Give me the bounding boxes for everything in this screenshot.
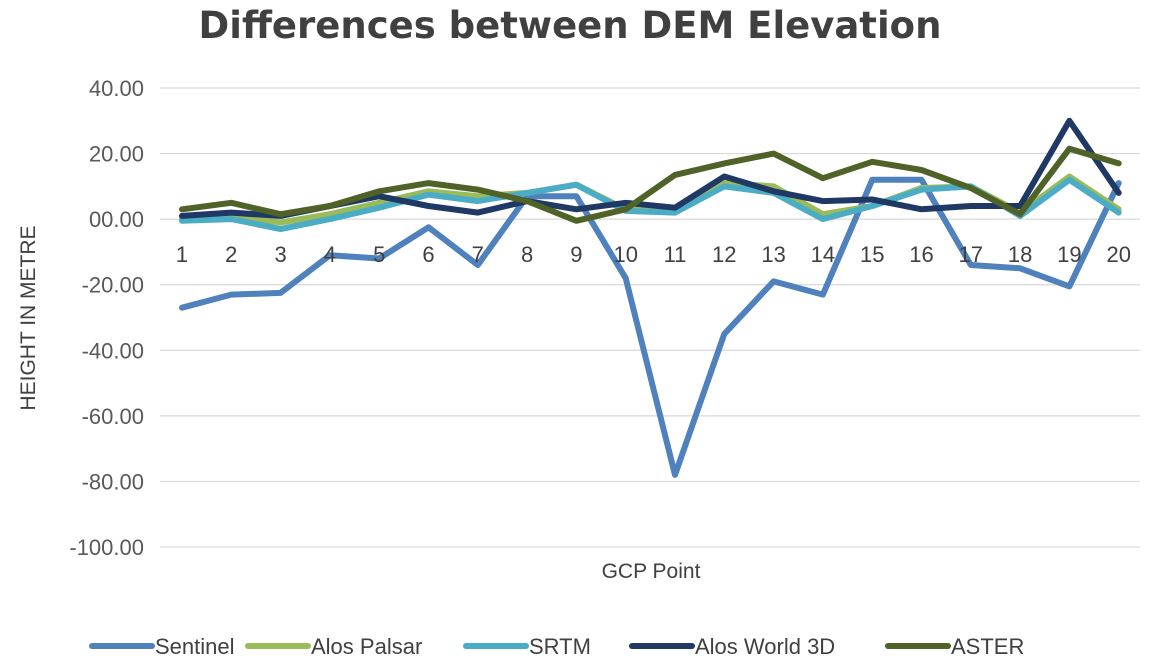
chart-title: Differences between DEM Elevation bbox=[198, 4, 942, 47]
x-tick-label: 11 bbox=[664, 242, 687, 267]
x-tick-label: 18 bbox=[1008, 242, 1032, 267]
y-tick-label: 20.00 bbox=[89, 142, 144, 167]
y-tick-label: -80.00 bbox=[82, 469, 144, 494]
y-tick-label: -100.00 bbox=[69, 535, 144, 560]
legend-label-srtm: SRTM bbox=[529, 634, 591, 659]
x-tick-label: 7 bbox=[472, 242, 484, 267]
y-tick-label: -60.00 bbox=[82, 404, 144, 429]
y-axis-title: HEIGHT IN METRE bbox=[17, 225, 40, 410]
x-tick-label: 19 bbox=[1057, 242, 1081, 267]
x-tick-label: 10 bbox=[613, 242, 637, 267]
legend-label-sentinel: Sentinel bbox=[155, 634, 235, 659]
x-tick-label: 6 bbox=[422, 242, 434, 267]
x-axis-title: GCP Point bbox=[602, 560, 701, 583]
legend-label-alos-world-3d: Alos World 3D bbox=[695, 634, 835, 659]
y-tick-label: 40.00 bbox=[89, 76, 144, 101]
series-line-alos-palsar bbox=[179, 173, 1122, 226]
x-tick-label: 13 bbox=[761, 242, 785, 267]
legend-label-alos-palsar: Alos Palsar bbox=[311, 634, 422, 659]
x-tick-label: 20 bbox=[1106, 242, 1130, 267]
x-tick-label: 12 bbox=[712, 242, 736, 267]
x-tick-label: 14 bbox=[811, 242, 835, 267]
series-line-alos-world-3d bbox=[179, 117, 1122, 219]
x-tick-label: 9 bbox=[570, 242, 582, 267]
legend-label-aster: ASTER bbox=[951, 634, 1024, 659]
series-line-aster bbox=[179, 145, 1122, 224]
y-tick-label: 00.00 bbox=[89, 207, 144, 232]
series-line-sentinel bbox=[179, 176, 1122, 478]
x-tick-label: 16 bbox=[909, 242, 933, 267]
x-tick-label: 1 bbox=[176, 242, 188, 267]
y-tick-label: -20.00 bbox=[82, 273, 144, 298]
x-tick-label: 3 bbox=[274, 242, 286, 267]
x-tick-label: 17 bbox=[959, 242, 983, 267]
x-tick-label: 15 bbox=[860, 242, 884, 267]
x-tick-label: 5 bbox=[373, 242, 385, 267]
x-tick-label: 2 bbox=[225, 242, 237, 267]
y-tick-label: -40.00 bbox=[82, 338, 144, 363]
x-tick-label: 8 bbox=[521, 242, 533, 267]
x-tick-label: 4 bbox=[324, 242, 336, 267]
